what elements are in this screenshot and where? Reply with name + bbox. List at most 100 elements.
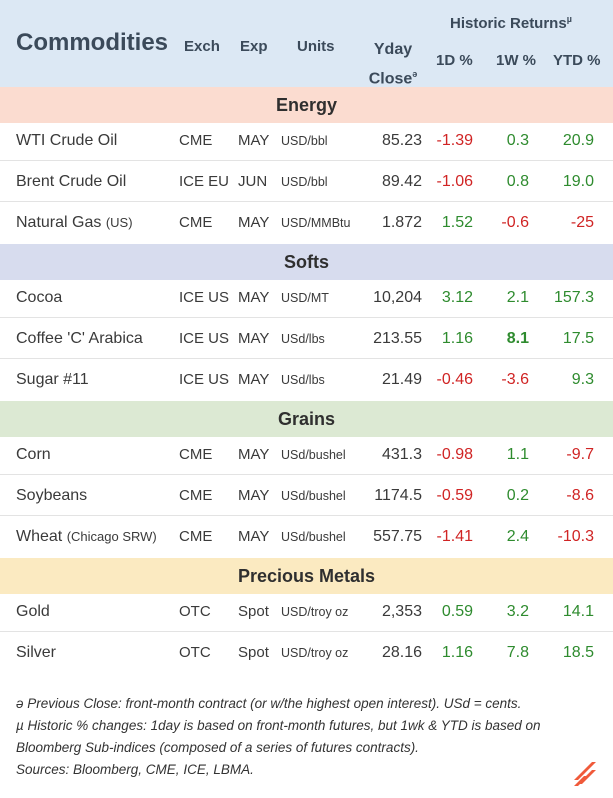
return-1w-cell: -0.6: [501, 214, 529, 231]
commodity-name-suffix: (Chicago SRW): [66, 529, 157, 544]
table-row: Coffee 'C' Arabica ICE US MAY USd/lbs 213.55…: [0, 318, 613, 359]
section-softs: Softs: [0, 244, 613, 280]
yday-close-cell: 431.3: [381, 446, 422, 463]
exchange-cell: CME: [179, 487, 213, 504]
exchange-cell: OTC: [179, 644, 211, 661]
commodity-name-text: Coffee 'C' Arabica: [16, 330, 143, 347]
commodity-name: Silver: [16, 644, 56, 662]
units-cell: USd/lbs: [281, 332, 325, 346]
section-grains: Grains: [0, 401, 613, 437]
return-ytd-cell: -10.3: [557, 528, 594, 545]
return-1w-cell: 2.4: [506, 528, 529, 545]
commodity-name-text: Brent Crude Oil: [16, 173, 127, 190]
table-row: Corn CME MAY USd/bushel 431.3 -0.98 1.1 -9.7: [0, 434, 613, 475]
return-1w-cell: 3.2: [506, 603, 529, 620]
footnote-sources: Sources: Bloomberg, CME, ICE, LBMA.: [16, 762, 254, 777]
table-row: Wheat (Chicago SRW) CME MAY USd/bushel 557.7…: [0, 516, 613, 557]
table-row: Gold OTC Spot USD/troy oz 2,353 0.59 3.2 14.1: [0, 591, 613, 632]
return-ytd-cell: 157.3: [553, 289, 594, 306]
yday-close-cell: 21.49: [381, 371, 422, 388]
return-1w-cell: 0.2: [506, 487, 529, 504]
table-row: Sugar #11 ICE US MAY USd/lbs 21.49 -0.46 -3.6 9…: [0, 359, 613, 400]
expiry-cell: MAY: [238, 289, 270, 306]
yday-close-cell: 28.16: [381, 644, 422, 661]
commodity-name: Coffee 'C' Arabica: [16, 330, 143, 348]
commodity-name-text: Corn: [16, 446, 51, 463]
return-1d-cell: 0.59: [441, 603, 473, 620]
return-ytd-cell: -8.6: [566, 487, 594, 504]
exchange-cell: ICE EU: [179, 173, 230, 190]
yday-close-cell: 85.23: [381, 132, 422, 149]
exchange-cell: ICE US: [179, 330, 230, 347]
return-ytd-cell: 20.9: [562, 132, 594, 149]
units-cell: USD/MMBtu: [281, 216, 351, 230]
units-cell: USd/lbs: [281, 373, 325, 387]
commodity-name: Soybeans: [16, 487, 87, 505]
commodity-name-text: Wheat: [16, 528, 63, 545]
section-precious-metals: Precious Metals: [0, 558, 613, 594]
expiry-cell: MAY: [238, 132, 270, 149]
table-row: WTI Crude Oil CME MAY USD/bbl 85.23 -1.39 0.3 2…: [0, 120, 613, 161]
table-row: Cocoa ICE US MAY USD/MT 10,204 3.12 2.1 157.3: [0, 277, 613, 318]
commodity-name-text: Soybeans: [16, 487, 88, 504]
return-1d-cell: 1.16: [441, 644, 473, 661]
return-ytd-cell: 18.5: [562, 644, 594, 661]
exchange-cell: OTC: [179, 603, 211, 620]
col-header-yday-close: Yday Closeə: [366, 38, 420, 91]
return-1w-cell: 0.3: [506, 132, 529, 149]
table-title: Commodities: [16, 29, 169, 56]
return-1d-cell: -1.39: [436, 132, 473, 149]
return-ytd-cell: 14.1: [562, 603, 594, 620]
exchange-cell: ICE US: [179, 371, 230, 388]
units-cell: USD/MT: [281, 291, 329, 305]
footnote-historic-changes: µ Historic % changes: 1day is based on f…: [16, 718, 541, 755]
yday-close-cell: 213.55: [373, 330, 422, 347]
commodity-name: WTI Crude Oil: [16, 132, 117, 150]
units-cell: USD/bbl: [281, 175, 328, 189]
col-header-1w: 1W %: [496, 52, 537, 69]
units-cell: USD/troy oz: [281, 646, 349, 660]
return-1d-cell: 1.16: [441, 330, 473, 347]
col-header-units: Units: [297, 38, 335, 55]
table-row: Soybeans CME MAY USd/bushel 1174.5 -0.59 0.2 -8…: [0, 475, 613, 516]
table-row: Natural Gas (US) CME MAY USD/MMBtu 1.872 1.52…: [0, 202, 613, 243]
expiry-cell: Spot: [238, 644, 269, 661]
brand-logo-icon: [574, 762, 596, 786]
return-ytd-cell: -9.7: [566, 446, 594, 463]
return-ytd-cell: 9.3: [571, 371, 594, 388]
yday-close-cell: 89.42: [381, 173, 422, 190]
return-ytd-cell: -25: [570, 214, 594, 231]
return-1d-cell: -0.98: [436, 446, 473, 463]
commodity-name: Natural Gas (US): [16, 214, 133, 232]
col-header-exp: Exp: [240, 38, 268, 55]
return-1w-cell: 0.8: [506, 173, 529, 190]
return-1w-cell: 8.1: [506, 330, 529, 347]
expiry-cell: Spot: [238, 603, 269, 620]
yday-close-cell: 1174.5: [374, 487, 422, 504]
footnotes: ə Previous Close: front-month contract (…: [16, 693, 601, 781]
units-cell: USd/bushel: [281, 530, 346, 544]
return-1w-cell: 1.1: [506, 446, 529, 463]
commodity-name-text: Cocoa: [16, 289, 63, 306]
return-1d-cell: -0.46: [436, 371, 473, 388]
commodity-name: Gold: [16, 603, 50, 621]
return-1d-cell: 1.52: [441, 214, 473, 231]
commodity-name: Corn: [16, 446, 51, 464]
exchange-cell: CME: [179, 446, 213, 463]
table-row: Silver OTC Spot USD/troy oz 28.16 1.16 7.8 18.5: [0, 632, 613, 673]
exchange-cell: CME: [179, 132, 213, 149]
return-ytd-cell: 19.0: [562, 173, 594, 190]
expiry-cell: MAY: [238, 487, 270, 504]
col-header-historic-returns: Historic Returnsµ: [450, 14, 572, 32]
col-header-exch: Exch: [184, 38, 220, 55]
historic-label: Historic Returns: [450, 15, 567, 32]
yday-close-cell: 557.75: [373, 528, 422, 545]
commodity-name-text: Natural Gas: [16, 214, 102, 231]
exchange-cell: ICE US: [179, 289, 230, 306]
commodity-name-text: Gold: [16, 603, 50, 620]
expiry-cell: MAY: [238, 371, 270, 388]
commodity-name-text: Silver: [16, 644, 57, 661]
commodity-name: Sugar #11: [16, 371, 89, 389]
table-header: Commodities Exch Exp Units Yday Closeə H…: [0, 0, 613, 87]
commodity-name-text: WTI Crude Oil: [16, 132, 118, 149]
